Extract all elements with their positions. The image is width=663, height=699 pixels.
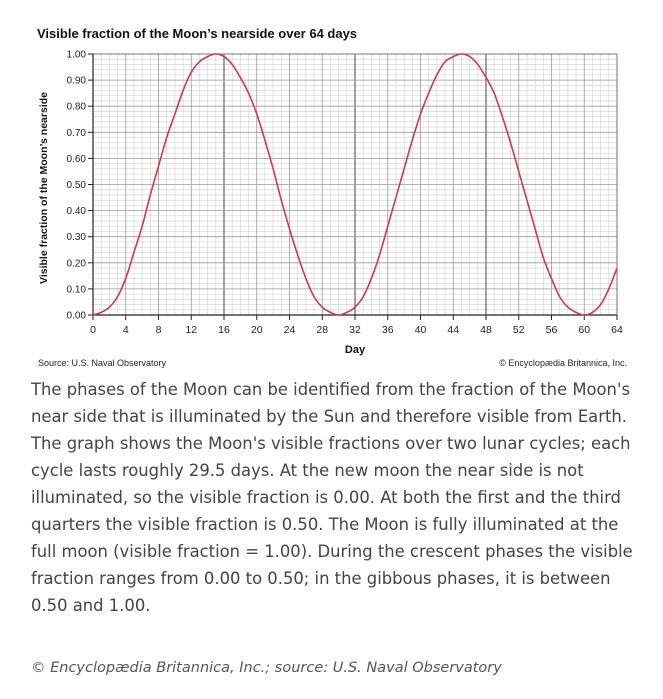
x-tick-label: 24 (284, 324, 296, 336)
x-axis-label: Day (345, 344, 366, 356)
chart: 0.00 0.10 0.20 0.30 0.40 0.50 0.60 0.70 0.80 0.90… (37, 26, 623, 356)
x-tick-label: 32 (349, 324, 361, 336)
y-tick-label: 0.80 (67, 102, 87, 113)
major-grid (92, 53, 618, 316)
x-tick-label: 56 (546, 324, 558, 336)
y-tick-label: 0.40 (67, 206, 87, 217)
credit-note: © Encyclopædia Britannica, Inc. (499, 358, 627, 368)
y-tick-label: 0.30 (67, 232, 87, 243)
y-tick-label: 0.10 (67, 284, 87, 295)
y-tick-label: 0.90 (67, 76, 87, 87)
x-tick-label: 0 (90, 324, 96, 336)
x-tick-label: 52 (513, 324, 525, 336)
series-line (92, 53, 618, 316)
chart-figure: 0.00 0.10 0.20 0.30 0.40 0.50 0.60 0.70 0.80 0.90… (37, 26, 627, 368)
y-tick-labels: 0.00 0.10 0.20 0.30 0.40 0.50 0.60 0.70 0.80 0.90… (67, 50, 93, 322)
x-tick-label: 36 (382, 324, 394, 336)
x-tick-label: 64 (611, 324, 623, 336)
x-tick-label: 28 (316, 324, 328, 336)
x-tick-label: 60 (578, 324, 590, 336)
y-tick-label: 0.20 (67, 258, 87, 269)
caption-text: The phases of the Moon can be identified… (31, 380, 633, 615)
x-tick-label: 16 (218, 324, 230, 336)
x-tick-label: 48 (480, 324, 492, 336)
footer-credit: © Encyclopædia Britannica, Inc.; source:… (31, 660, 502, 676)
x-tick-label: 8 (156, 324, 162, 336)
x-tick-label: 12 (185, 324, 197, 336)
y-tick-label: 0.50 (67, 180, 87, 191)
chart-title: Visible fraction of the Moon’s nearside … (37, 26, 357, 41)
y-tick-label: 0.70 (67, 128, 87, 139)
y-tick-label: 0.60 (67, 154, 87, 165)
x-tick-labels: 0 4 8 12 16 20 24 28 32 36 40 44 48 52 56 60 64 (90, 315, 623, 336)
y-tick-label: 0.00 (67, 311, 87, 322)
x-tick-label: 20 (251, 324, 263, 336)
x-tick-label: 40 (415, 324, 427, 336)
y-axis-label: Visible fraction of the Moon’s nearside (38, 92, 50, 284)
source-note: Source: U.S. Naval Observatory (38, 358, 167, 368)
x-tick-label: 4 (123, 324, 129, 336)
y-tick-label: 1.00 (67, 50, 87, 61)
x-tick-label: 44 (447, 324, 459, 336)
